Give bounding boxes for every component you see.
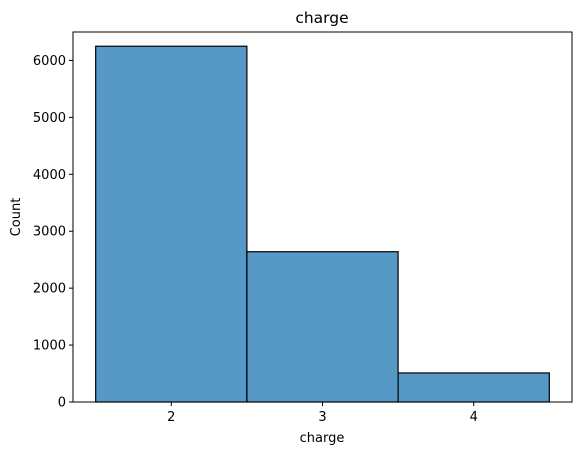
x-tick-label: 2: [167, 410, 175, 425]
x-axis-label: charge: [300, 431, 345, 446]
y-tick-label: 3000: [33, 225, 66, 240]
y-tick-label: 5000: [33, 111, 66, 126]
y-tick-label: 1000: [33, 339, 66, 354]
y-axis-ticks: 0 1000 2000 3000 4000 5000 6000: [33, 54, 73, 411]
bars-group: [95, 45, 550, 403]
x-tick-label: 3: [318, 410, 326, 425]
x-axis-ticks: 2 3 4: [167, 402, 478, 425]
y-axis-label: Count: [9, 198, 24, 237]
bar-3: [246, 251, 399, 403]
y-tick-label: 4000: [33, 168, 66, 183]
bar-4: [397, 372, 550, 403]
y-tick-label: 0: [58, 396, 66, 411]
x-tick-label: 4: [470, 410, 478, 425]
y-tick-label: 2000: [33, 282, 66, 297]
y-tick-label: 6000: [33, 54, 66, 69]
chart-title: charge: [295, 9, 348, 27]
bar-2: [95, 45, 248, 403]
